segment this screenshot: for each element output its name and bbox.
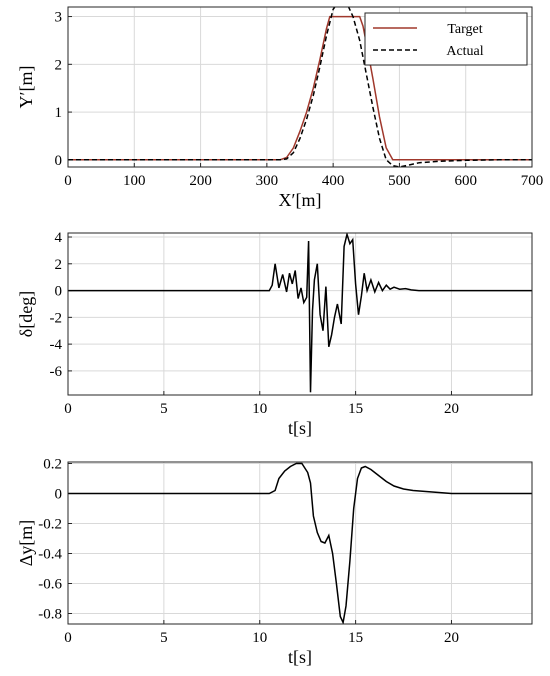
y-tick-label: -0.2 bbox=[38, 517, 62, 533]
x-tick-label: 5 bbox=[160, 630, 168, 646]
chart-1: 0 100 200 300 400 500 600 700 0 1 2 3 X′[m] Y′[m] Targ… bbox=[16, 6, 544, 210]
chart-3: 0 5 10 15 20 0.2 0 -0.2 -0.4 -0.6 -0.8 t[s] Δy[m] bbox=[16, 457, 533, 667]
y-tick-label: -0.8 bbox=[38, 607, 62, 623]
y-tick-label: 0 bbox=[55, 487, 63, 503]
x-axis-label: t[s] bbox=[288, 647, 312, 667]
y-tick-label: 4 bbox=[55, 230, 63, 246]
x-tick-label: 15 bbox=[348, 401, 363, 417]
x-tick-label: 0 bbox=[64, 630, 72, 646]
x-tick-label: 15 bbox=[348, 630, 363, 646]
x-tick-label: 400 bbox=[322, 173, 345, 189]
x-tick-label: 5 bbox=[160, 401, 168, 417]
y-tick-label: -4 bbox=[50, 337, 63, 353]
y-axis-label: Y′[m] bbox=[16, 66, 36, 109]
x-tick-label: 20 bbox=[444, 401, 459, 417]
x-tick-label: 0 bbox=[64, 401, 72, 417]
legend-box bbox=[364, 12, 528, 66]
plot-frame bbox=[67, 461, 533, 625]
series-line-1 bbox=[68, 233, 532, 393]
series-line-actual bbox=[68, 7, 532, 167]
x-tick-label: 0 bbox=[64, 173, 72, 189]
x-tick-label: 500 bbox=[388, 173, 411, 189]
legend: Target Actual bbox=[364, 12, 528, 66]
series-line-1 bbox=[68, 462, 532, 624]
plot-frame bbox=[67, 6, 533, 168]
y-tick-label: -0.4 bbox=[38, 547, 62, 563]
x-tick-label: 700 bbox=[521, 173, 544, 189]
x-tick-label: 10 bbox=[252, 630, 267, 646]
x-axis-label: X′[m] bbox=[279, 190, 322, 210]
plot-frame bbox=[67, 232, 533, 396]
y-tick-label: 2 bbox=[55, 257, 63, 273]
y-tick-label: 1 bbox=[55, 105, 63, 121]
y-tick-label: -6 bbox=[50, 364, 63, 380]
y-tick-label: 0 bbox=[55, 153, 63, 169]
y-tick-label: -0.6 bbox=[38, 577, 62, 593]
x-tick-label: 20 bbox=[444, 630, 459, 646]
y-axis-label: Δy[m] bbox=[16, 520, 36, 567]
x-tick-label: 300 bbox=[256, 173, 279, 189]
y-tick-label: 2 bbox=[55, 57, 63, 73]
legend-label-target: Target bbox=[447, 22, 482, 37]
y-tick-label: 0 bbox=[55, 284, 63, 300]
x-tick-label: 10 bbox=[252, 401, 267, 417]
legend-label-actual: Actual bbox=[446, 44, 483, 59]
series-line-target bbox=[68, 15, 532, 161]
y-tick-label: -2 bbox=[50, 310, 63, 326]
x-tick-label: 600 bbox=[454, 173, 477, 189]
x-tick-label: 200 bbox=[189, 173, 212, 189]
y-axis-label: δ[deg] bbox=[16, 291, 36, 337]
x-tick-label: 100 bbox=[123, 173, 146, 189]
x-axis-label: t[s] bbox=[288, 418, 312, 438]
y-tick-label: 3 bbox=[55, 10, 63, 26]
y-tick-label: 0.2 bbox=[43, 457, 62, 473]
